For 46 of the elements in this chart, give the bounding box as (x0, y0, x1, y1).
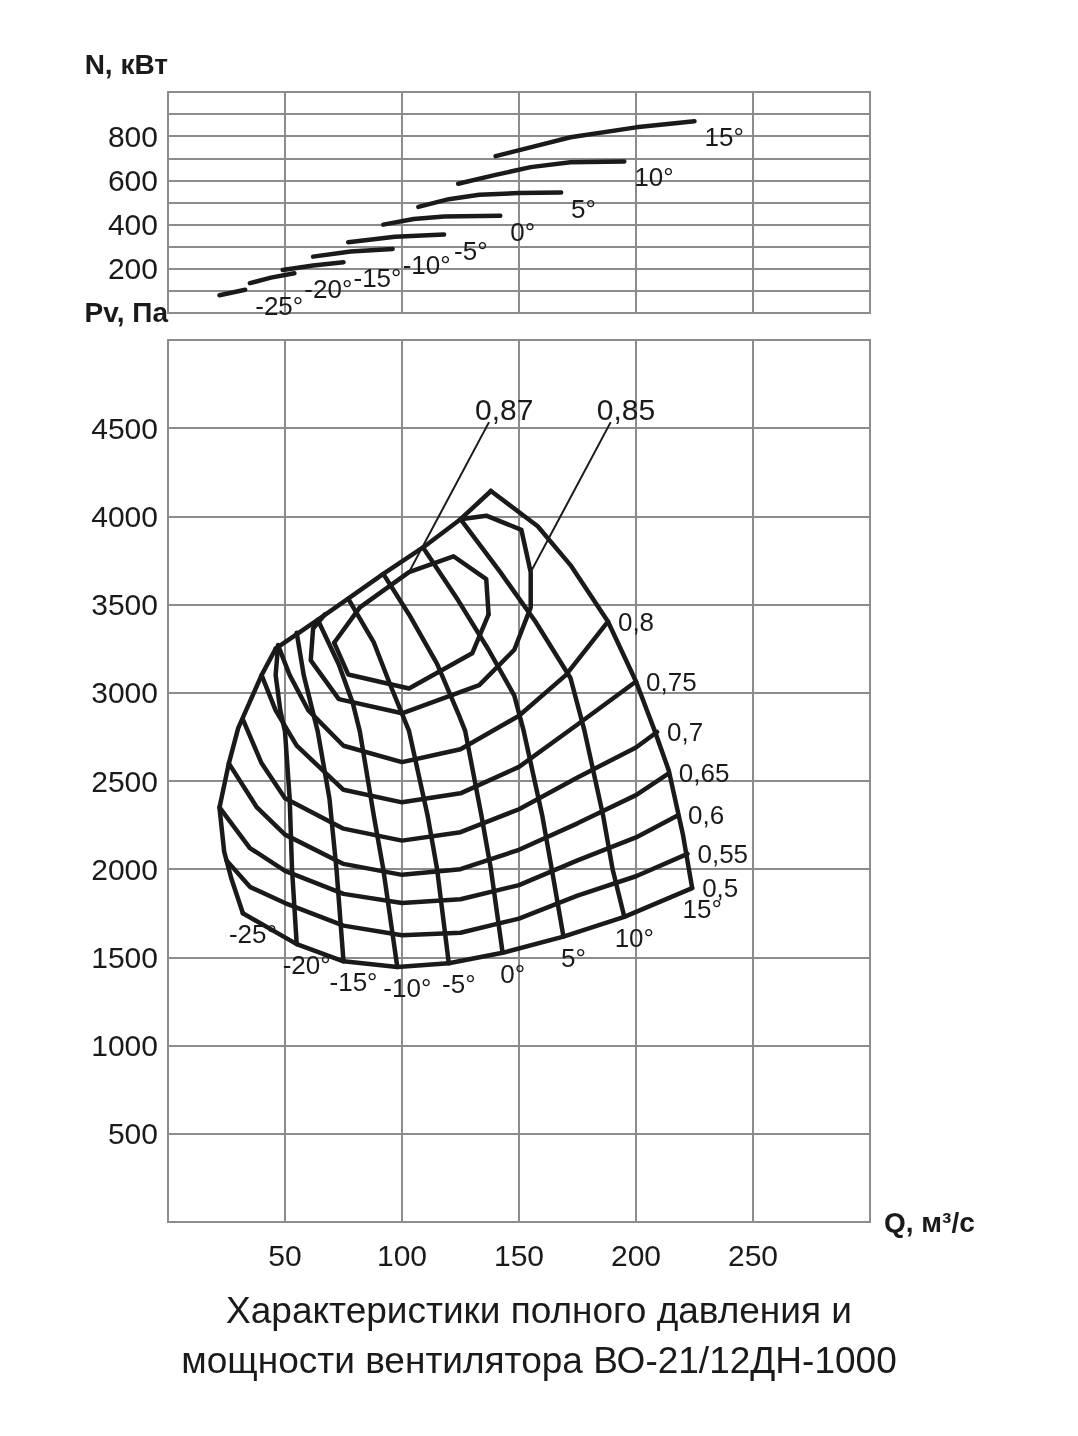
series-label: -20° (282, 950, 331, 981)
series-label: -5° (442, 969, 476, 1000)
series-label: 0,8 (617, 606, 655, 637)
y-tick-label: 4500 (91, 411, 158, 445)
annotation: 0,87 (475, 392, 534, 426)
series-label: 5° (571, 193, 596, 224)
x-tick-label: 100 (376, 1238, 428, 1272)
y-tick-label: 600 (107, 163, 158, 197)
series-label: -10° (402, 249, 451, 280)
y-tick-label: 1500 (91, 940, 158, 974)
series-label: 0,7 (667, 716, 704, 747)
series-label: 5° (561, 942, 586, 973)
series-label: -5° (454, 235, 488, 266)
series-label: 0,75 (646, 666, 697, 697)
series-label: -25° (255, 290, 304, 321)
y-tick-label: 400 (107, 208, 158, 242)
y-tick-label: 4000 (91, 499, 158, 533)
y-tick-label: 800 (107, 119, 158, 153)
y-tick-label: 2000 (91, 852, 158, 886)
series-label: 10° (634, 162, 674, 193)
series-label: 0,65 (678, 758, 730, 789)
y-tick-label: 2500 (91, 764, 158, 798)
x-tick-label: 200 (610, 1238, 662, 1272)
text: Характеристики полного давления и мощности вентилятора ВО-21/12ДН-1000 (180, 1289, 898, 1383)
series-label: 0,6 (688, 800, 725, 831)
y-tick-label: 3000 (91, 676, 158, 710)
x-tick-label: 250 (727, 1238, 779, 1272)
y-tick-label: 200 (107, 252, 158, 286)
series-label: 0° (500, 958, 526, 989)
series-label: 0° (510, 216, 536, 247)
series-label: -20° (304, 274, 353, 305)
x-tick-label: 50 (268, 1238, 302, 1272)
y-tick-label: 500 (107, 1117, 158, 1151)
y-tick-label: 3500 (91, 588, 158, 622)
series-label: -10° (383, 973, 432, 1004)
annotation: 0,85 (596, 392, 656, 426)
y-tick-label: 1000 (91, 1029, 158, 1063)
series-label: 10° (614, 922, 654, 953)
series-label: 0,55 (697, 838, 749, 869)
y-axis-title: Pv, Па (84, 296, 169, 328)
y-axis-title: N, кВт (84, 48, 168, 80)
x-axis-title: Q, м³/с (884, 1206, 975, 1238)
series-label: -15° (329, 967, 378, 998)
series-label: 15° (704, 122, 744, 153)
x-tick-label: 150 (493, 1238, 545, 1272)
series-label: -15° (353, 263, 402, 294)
